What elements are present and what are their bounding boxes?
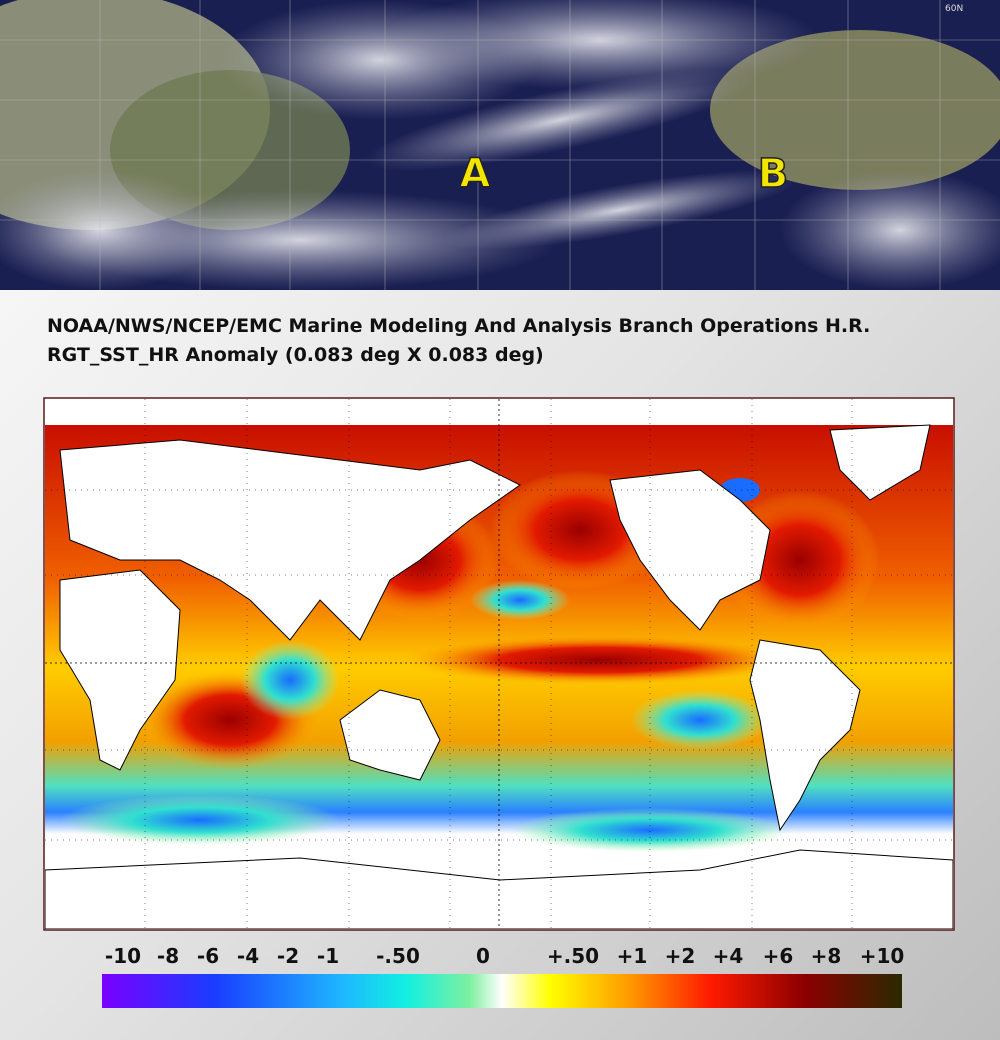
colorbar: -10 -8 -6 -4 -2 -1 -.50 0 +.50 +1 +2 +4 +6 +8 +10	[102, 944, 904, 1008]
colorbar-label: -10	[105, 944, 141, 968]
colorbar-label: 0	[476, 944, 490, 968]
sst-map	[43, 397, 955, 931]
latitude-label: 60N	[945, 4, 963, 14]
colorbar-label: +4	[713, 944, 744, 968]
colorbar-gradient	[102, 974, 902, 1008]
map-title: NOAA/NWS/NCEP/EMC Marine Modeling And An…	[47, 315, 870, 337]
colorbar-label: +1	[617, 944, 648, 968]
colorbar-label: -1	[317, 944, 339, 968]
colorbar-label: +2	[665, 944, 696, 968]
satellite-image: 60N A B	[0, 0, 1000, 290]
colorbar-label: +10	[860, 944, 905, 968]
colorbar-label: -2	[277, 944, 299, 968]
marker-label: A	[460, 151, 491, 197]
colorbar-label: -6	[197, 944, 219, 968]
colorbar-label: -.50	[376, 944, 420, 968]
colorbar-label: +6	[763, 944, 794, 968]
marker-label: B	[758, 151, 789, 197]
colorbar-label: +.50	[547, 944, 599, 968]
map-subtitle: RGT_SST_HR Anomaly (0.083 deg X 0.083 de…	[47, 344, 544, 366]
colorbar-label: +8	[811, 944, 842, 968]
colorbar-label: -8	[157, 944, 179, 968]
colorbar-label: -4	[237, 944, 259, 968]
